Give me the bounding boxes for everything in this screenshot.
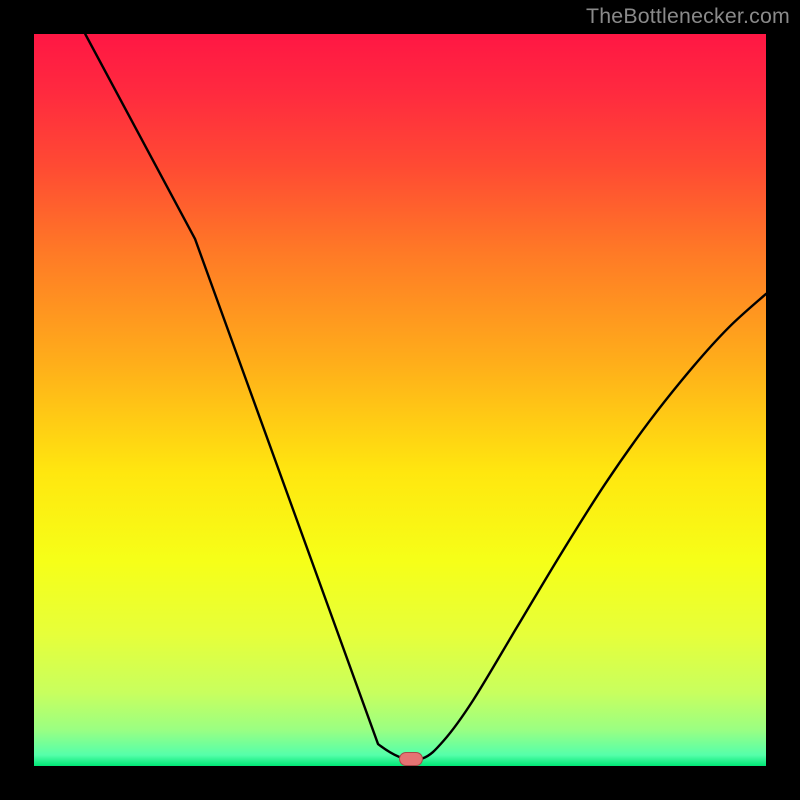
optimum-marker <box>399 752 423 766</box>
bottleneck-curve <box>85 34 766 760</box>
chart-frame: TheBottlenecker.com <box>0 0 800 800</box>
plot-area <box>34 34 766 766</box>
watermark-text: TheBottlenecker.com <box>586 4 790 29</box>
curve-layer <box>34 34 766 766</box>
